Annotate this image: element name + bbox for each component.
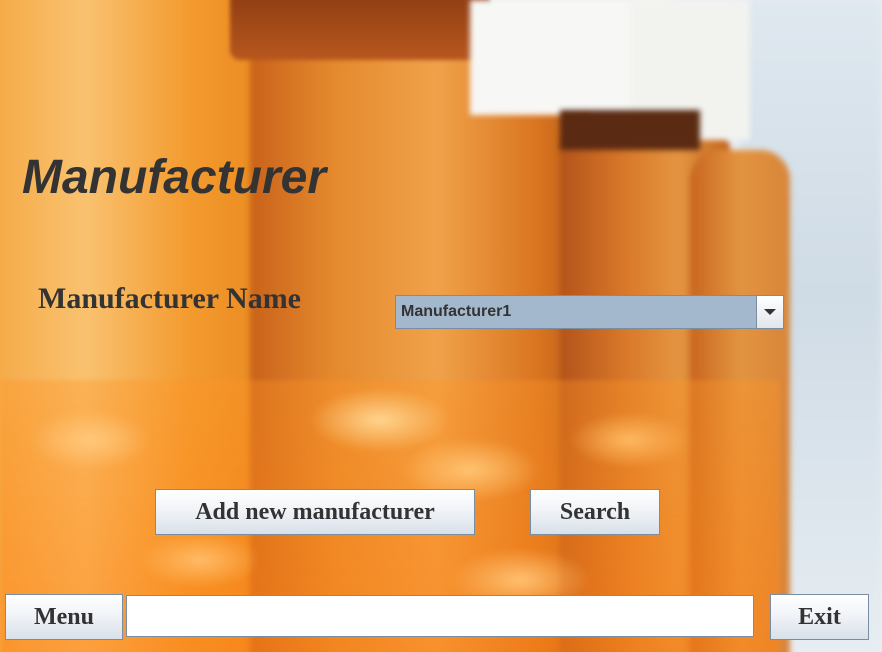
add-manufacturer-button[interactable]: Add new manufacturer <box>155 489 475 535</box>
chevron-down-icon[interactable] <box>756 296 783 328</box>
manufacturer-select[interactable]: Manufacturer1 <box>395 295 784 329</box>
manufacturer-name-label: Manufacturer Name <box>38 282 301 315</box>
status-field[interactable] <box>126 595 754 637</box>
search-button[interactable]: Search <box>530 489 660 535</box>
page-title: Manufacturer <box>22 151 327 204</box>
manufacturer-select-value: Manufacturer1 <box>401 303 512 320</box>
exit-button[interactable]: Exit <box>770 594 869 640</box>
menu-button[interactable]: Menu <box>5 594 123 640</box>
